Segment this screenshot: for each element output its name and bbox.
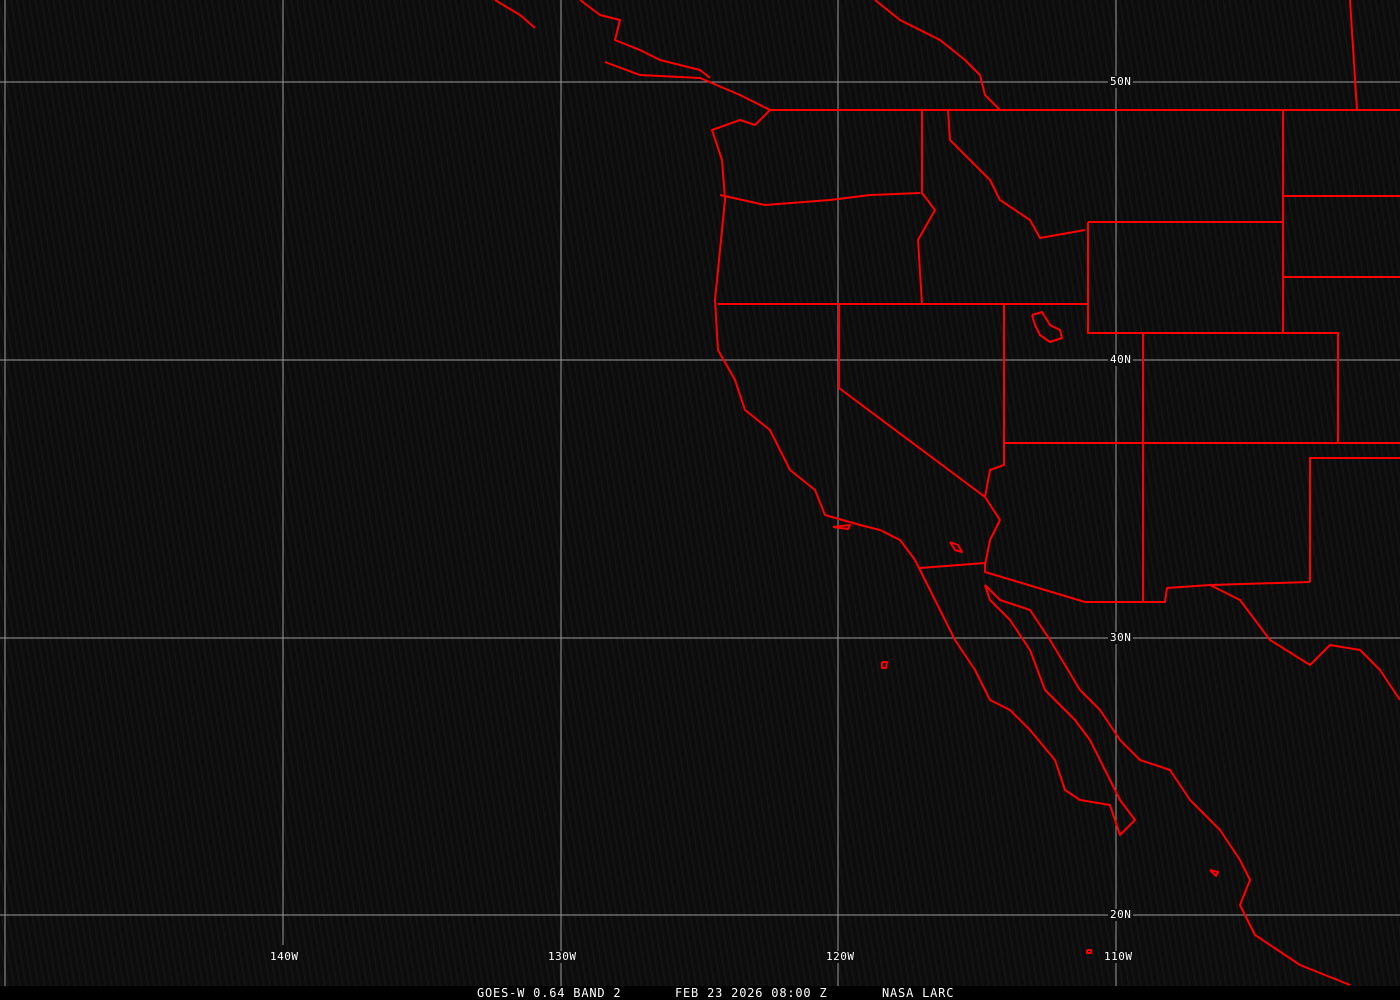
- coastline-bc: [494, 0, 536, 29]
- latitude-label: 40N: [1108, 353, 1134, 366]
- channel-islands: [832, 524, 851, 530]
- latitude-label: 50N: [1108, 75, 1134, 88]
- boundaries: [494, 0, 1400, 986]
- border-nm-tx: [1309, 457, 1400, 582]
- border-colorado: [1143, 332, 1339, 443]
- coastline-mexico: [984, 584, 1351, 986]
- island: [881, 661, 888, 669]
- border-wa-or: [719, 192, 921, 206]
- border-wyoming: [1087, 221, 1284, 334]
- longitude-label: 120W: [824, 950, 857, 963]
- island: [1209, 869, 1219, 877]
- longitude-label: 130W: [546, 950, 579, 963]
- datetime-label: FEB 23 2026 08:00 Z: [675, 986, 828, 1000]
- great-salt-lake: [1031, 311, 1063, 343]
- island: [1086, 949, 1092, 954]
- border-bc-alberta: [874, 0, 1001, 111]
- salton-sea: [949, 541, 963, 553]
- product-label: GOES-W 0.64 BAND 2: [477, 986, 622, 1000]
- border-us-mexico: [919, 562, 1311, 603]
- source-label: NASA LARC: [882, 986, 955, 1000]
- border-id-mt: [947, 109, 1086, 239]
- coastline-bc-islands: [579, 0, 711, 79]
- border-alberta-sask: [1349, 0, 1358, 111]
- coastline-gulf: [1209, 584, 1400, 701]
- border-ca-nv: [838, 304, 1001, 566]
- longitude-label: 110W: [1102, 950, 1135, 963]
- coastline-west: [604, 61, 1136, 836]
- longitude-label: 140W: [268, 950, 301, 963]
- border-nv-ut: [984, 304, 1005, 498]
- image-caption: GOES-W 0.64 BAND 2 FEB 23 2026 08:00 Z N…: [0, 986, 1400, 1000]
- border-wa-id: [917, 110, 936, 305]
- latitude-label: 20N: [1108, 908, 1134, 921]
- latitude-label: 30N: [1108, 631, 1134, 644]
